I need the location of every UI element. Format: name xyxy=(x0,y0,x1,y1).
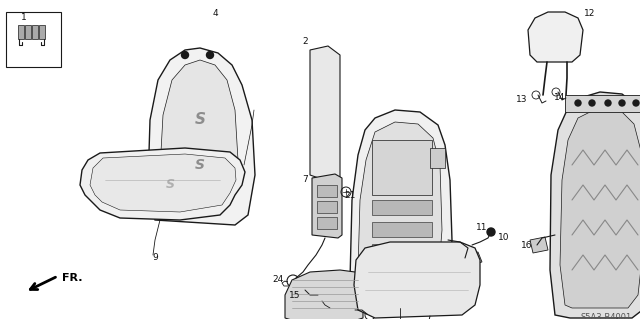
Polygon shape xyxy=(39,25,45,39)
Polygon shape xyxy=(528,12,583,62)
Circle shape xyxy=(589,100,595,106)
Polygon shape xyxy=(317,217,337,229)
Polygon shape xyxy=(550,92,640,318)
Polygon shape xyxy=(350,110,452,315)
Text: S: S xyxy=(166,179,175,191)
Polygon shape xyxy=(148,48,255,225)
Polygon shape xyxy=(317,201,337,213)
Text: 7: 7 xyxy=(302,175,308,184)
Polygon shape xyxy=(372,266,432,281)
Circle shape xyxy=(207,51,214,58)
Text: 9: 9 xyxy=(152,254,158,263)
Circle shape xyxy=(487,228,495,236)
Polygon shape xyxy=(310,46,340,182)
Polygon shape xyxy=(317,185,337,197)
Polygon shape xyxy=(372,200,432,215)
Polygon shape xyxy=(6,12,61,67)
Circle shape xyxy=(619,100,625,106)
Text: S: S xyxy=(195,158,205,172)
Text: 21: 21 xyxy=(344,190,356,199)
Text: S: S xyxy=(195,113,205,128)
Polygon shape xyxy=(80,148,245,220)
Circle shape xyxy=(633,100,639,106)
Polygon shape xyxy=(560,108,640,308)
Polygon shape xyxy=(285,270,363,319)
Text: 13: 13 xyxy=(516,95,528,105)
Text: 16: 16 xyxy=(521,241,532,250)
Polygon shape xyxy=(530,237,548,253)
Text: 14: 14 xyxy=(554,93,566,102)
Polygon shape xyxy=(372,222,432,237)
Circle shape xyxy=(182,51,189,58)
Text: S5A3-B4001: S5A3-B4001 xyxy=(580,313,632,319)
Polygon shape xyxy=(565,95,640,112)
Polygon shape xyxy=(465,252,482,265)
Polygon shape xyxy=(32,25,38,39)
Text: 2: 2 xyxy=(302,38,308,47)
Polygon shape xyxy=(372,140,432,195)
Polygon shape xyxy=(354,242,480,318)
Polygon shape xyxy=(430,148,445,168)
Text: 15: 15 xyxy=(289,292,301,300)
Circle shape xyxy=(575,100,581,106)
Text: 12: 12 xyxy=(584,10,596,19)
Text: 24: 24 xyxy=(273,276,284,285)
Polygon shape xyxy=(372,244,432,259)
Text: 4: 4 xyxy=(212,10,218,19)
Polygon shape xyxy=(90,154,236,212)
Text: 11: 11 xyxy=(476,224,488,233)
Polygon shape xyxy=(18,25,24,39)
Polygon shape xyxy=(312,174,342,238)
Text: 1: 1 xyxy=(21,13,27,23)
Polygon shape xyxy=(25,25,31,39)
Text: 10: 10 xyxy=(499,234,509,242)
Polygon shape xyxy=(160,60,238,210)
Circle shape xyxy=(605,100,611,106)
Polygon shape xyxy=(358,122,442,307)
Text: FR.: FR. xyxy=(62,273,83,283)
